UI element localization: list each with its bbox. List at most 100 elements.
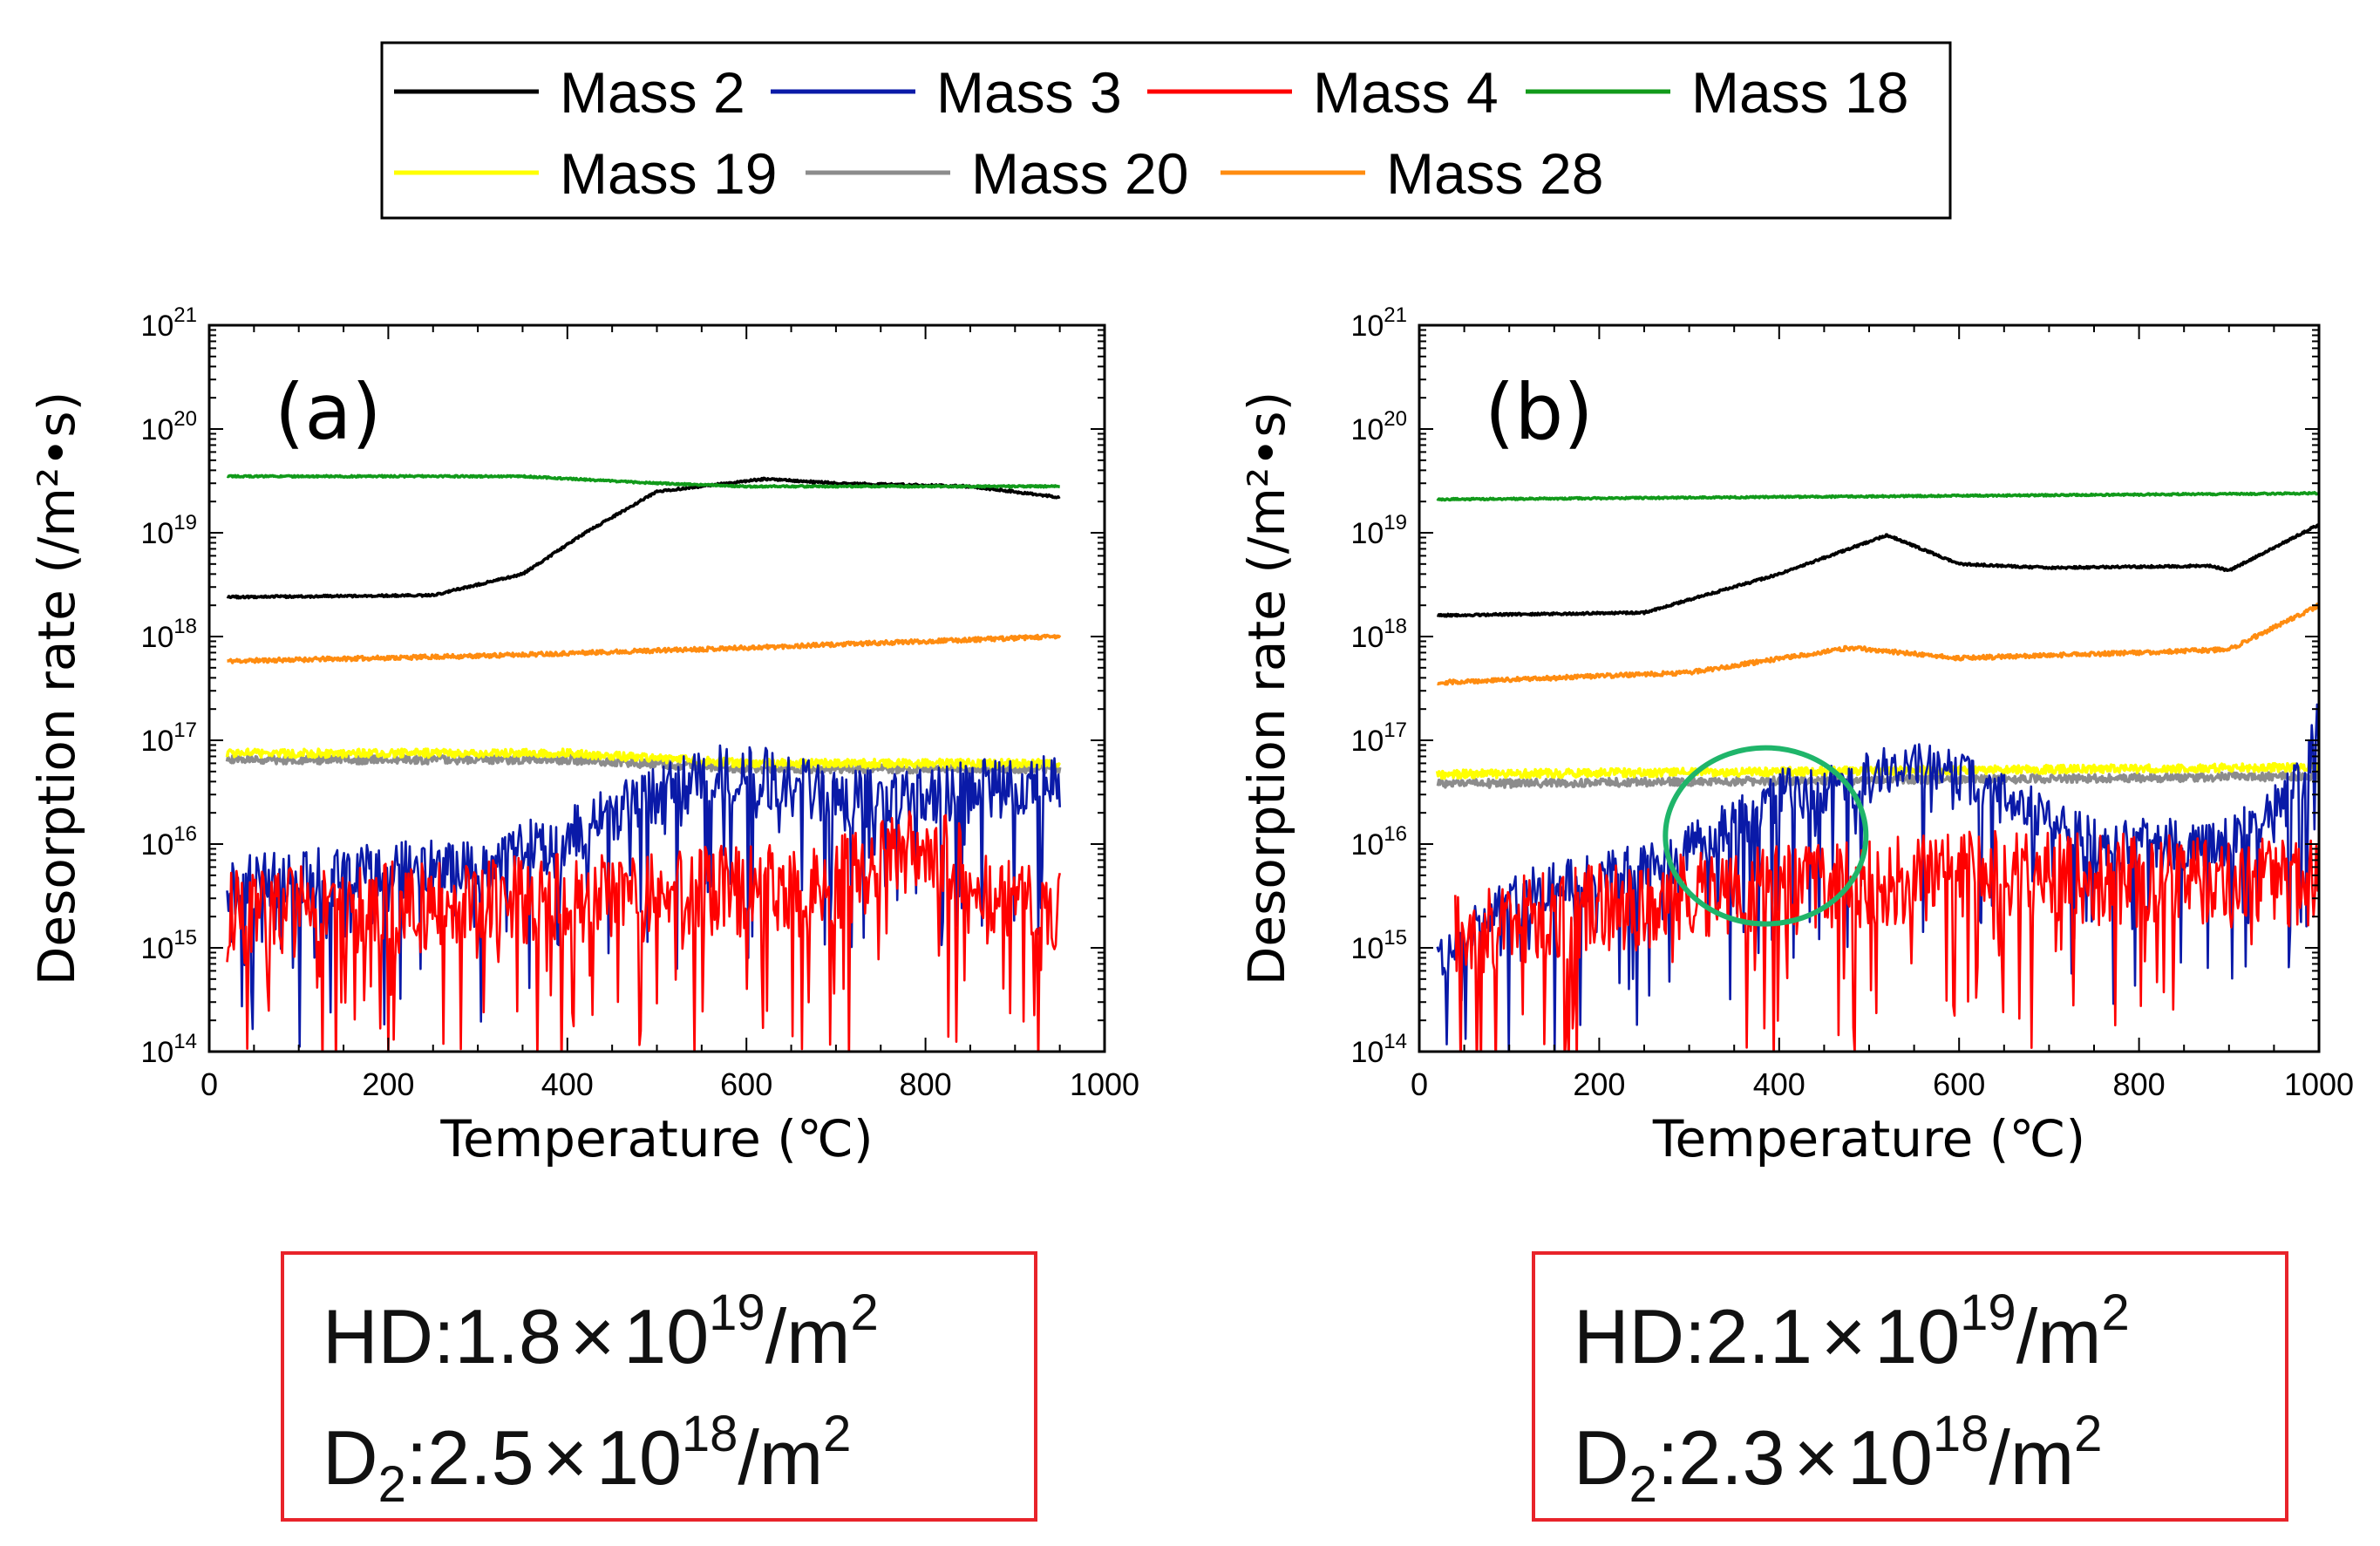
- unit: /m: [2016, 1293, 2102, 1379]
- y-tick-label: 1016: [140, 822, 197, 862]
- mantissa: :2.5: [405, 1414, 534, 1501]
- x-tick-label: 600: [1933, 1066, 1985, 1102]
- y-tick-label: 1018: [140, 615, 197, 654]
- y-tick-exponent: 14: [173, 1030, 197, 1053]
- x-axis-label: Temperature (℃): [439, 1109, 873, 1168]
- panel-label: (b): [1485, 367, 1594, 457]
- y-tick-exponent: 20: [1384, 407, 1407, 431]
- y-tick-exponent: 16: [173, 822, 197, 846]
- x-tick-label: 200: [1573, 1066, 1625, 1102]
- x-axis-label: Temperature (℃): [1652, 1109, 2085, 1168]
- legend-item-mass-18: Mass 18: [1526, 60, 1908, 125]
- mantissa: :2.3: [1656, 1414, 1785, 1501]
- y-tick-base: 10: [1350, 621, 1384, 654]
- unit-exponent: 2: [850, 1284, 879, 1341]
- y-tick-exponent: 15: [173, 926, 197, 950]
- mantissa: :1.8: [433, 1293, 561, 1379]
- summary-box-a: HD:1.8 × 1019/m2 D2:2.5 × 1018/m2: [281, 1251, 1037, 1522]
- y-tick-base: 10: [140, 932, 173, 965]
- summary-line-d2: D2:2.3 × 1018/m2: [1574, 1402, 2285, 1523]
- summary-line-hd: HD:2.1 × 1019/m2: [1574, 1281, 2285, 1402]
- y-tick-base: 10: [140, 1036, 173, 1069]
- y-tick-label: 1016: [1350, 822, 1407, 862]
- series-mass-2: [226, 476, 1061, 600]
- y-tick-exponent: 18: [1384, 615, 1407, 638]
- legend-label: Mass 18: [1691, 60, 1908, 125]
- x-tick-label: 1000: [2284, 1066, 2354, 1102]
- series-mass-18: [226, 473, 1061, 489]
- y-tick-label: 1017: [140, 719, 197, 758]
- y-tick-exponent: 21: [1384, 303, 1407, 327]
- y-tick-label: 1015: [1350, 926, 1407, 965]
- y-tick-base: 10: [1350, 1036, 1384, 1069]
- y-tick-exponent: 16: [1384, 822, 1407, 846]
- x-tick-label: 0: [1411, 1066, 1428, 1102]
- y-tick-exponent: 19: [1384, 511, 1407, 535]
- y-axis-label: Desorption rate (/m²•s): [1237, 392, 1296, 985]
- y-tick-label: 1017: [1350, 719, 1407, 758]
- legend-item-mass-3: Mass 3: [771, 60, 1122, 125]
- base: 10: [623, 1293, 710, 1379]
- y-tick-label: 1014: [140, 1030, 197, 1069]
- times-sign: ×: [569, 1293, 615, 1379]
- legend-box: [380, 41, 1952, 220]
- series-group: [225, 473, 1062, 1052]
- y-tick-base: 10: [140, 310, 173, 343]
- exponent: 19: [1960, 1284, 2016, 1341]
- y-tick-label: 1019: [140, 511, 197, 550]
- species-label: HD: [1574, 1293, 1685, 1379]
- y-tick-label: 1021: [140, 303, 197, 343]
- legend-item-mass-4: Mass 4: [1147, 60, 1499, 125]
- unit-exponent: 2: [823, 1406, 852, 1462]
- y-tick-exponent: 17: [173, 719, 197, 742]
- legend-item-mass-28: Mass 28: [1221, 141, 1603, 206]
- x-tick-label: 0: [201, 1066, 218, 1102]
- chart-panel-b: 0 200 400 600 800 100010141015101610171018101…: [1237, 303, 2354, 1168]
- legend-label: Mass 2: [560, 60, 745, 125]
- times-sign: ×: [542, 1414, 588, 1501]
- y-tick-base: 10: [1350, 517, 1384, 550]
- unit: /m: [738, 1414, 824, 1501]
- y-tick-exponent: 14: [1384, 1030, 1407, 1053]
- exponent: 18: [1932, 1406, 1989, 1462]
- mantissa: :2.1: [1684, 1293, 1812, 1379]
- series-mass-4: [1454, 829, 2319, 1052]
- y-axis-label: Desorption rate (/m²•s): [27, 392, 86, 985]
- unit: /m: [1989, 1414, 2075, 1501]
- y-tick-base: 10: [140, 725, 173, 758]
- y-tick-label: 1015: [140, 926, 197, 965]
- y-tick-base: 10: [1350, 932, 1384, 965]
- unit: /m: [765, 1293, 851, 1379]
- y-tick-exponent: 19: [173, 511, 197, 535]
- legend-label: Mass 4: [1313, 60, 1499, 125]
- y-tick-base: 10: [1350, 413, 1384, 446]
- base: 10: [1847, 1414, 1933, 1501]
- x-tick-label: 400: [541, 1066, 594, 1102]
- x-tick-label: 1000: [1070, 1066, 1139, 1102]
- y-tick-label: 1018: [1350, 615, 1407, 654]
- unit-exponent: 2: [2074, 1406, 2103, 1462]
- legend-label: Mass 20: [971, 141, 1188, 206]
- exponent: 18: [681, 1406, 738, 1462]
- times-sign: ×: [1793, 1414, 1839, 1501]
- y-tick-label: 1014: [1350, 1030, 1407, 1069]
- y-tick-label: 1020: [1350, 407, 1407, 446]
- legend-label: Mass 3: [936, 60, 1122, 125]
- y-tick-base: 10: [140, 413, 173, 446]
- legend: Mass 2 Mass 3 Mass 4 Mass 18 Mass 19 Mass 20 M…: [380, 41, 1952, 220]
- y-tick-base: 10: [1350, 828, 1384, 862]
- species-label: HD: [323, 1293, 434, 1379]
- highlight-ellipse: [1663, 745, 1869, 927]
- summary-line-hd: HD:1.8 × 1019/m2: [323, 1281, 1034, 1402]
- x-tick-label: 200: [362, 1066, 414, 1102]
- legend-item-mass-2: Mass 2: [394, 60, 745, 125]
- species-subscript: 2: [1629, 1456, 1657, 1513]
- exponent: 19: [709, 1284, 765, 1341]
- legend-item-mass-19: Mass 19: [394, 141, 777, 206]
- series-mass-28: [226, 633, 1062, 664]
- series-mass-4: [226, 810, 1061, 1052]
- chart-panel-a: 0 200 400 600 800 100010141015101610171018101…: [27, 303, 1139, 1168]
- x-tick-label: 800: [2113, 1066, 2166, 1102]
- summary-line-d2: D2:2.5 × 1018/m2: [323, 1402, 1034, 1523]
